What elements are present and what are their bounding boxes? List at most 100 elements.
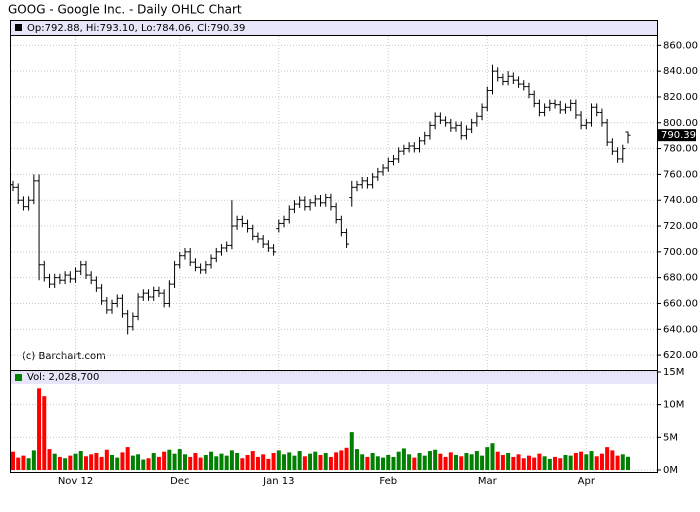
x-tick-label: Nov 12: [58, 476, 93, 487]
volume-bar: [125, 447, 130, 470]
volume-legend: Vol: 2,028,700: [27, 372, 99, 383]
volume-bar: [198, 457, 203, 470]
volume-bar: [365, 456, 370, 470]
volume-bar: [474, 451, 479, 470]
volume-bar: [344, 447, 349, 470]
volume-bar: [417, 453, 422, 470]
x-tick-label: Dec: [170, 476, 189, 487]
y-tick-label: 840.00: [663, 66, 698, 77]
y-tick-label: 640.00: [663, 324, 698, 335]
volume-bar: [130, 455, 135, 470]
last-price-box: [658, 129, 696, 142]
volume-bar: [511, 456, 516, 470]
x-tick-label: Jan 13: [262, 476, 294, 487]
volume-bar: [360, 454, 365, 470]
volume-bar: [167, 449, 172, 470]
x-tick-label: Mar: [478, 476, 498, 487]
volume-bar: [594, 456, 599, 470]
volume-bar: [245, 454, 250, 470]
volume-bar: [224, 455, 229, 470]
volume-bar: [500, 454, 505, 470]
volume-bar: [490, 443, 495, 470]
volume-bar: [386, 454, 391, 470]
volume-bar: [308, 453, 313, 470]
volume-bar: [407, 454, 412, 470]
y-tick-label: 5M: [663, 432, 678, 443]
volume-bar: [146, 458, 151, 470]
volume-bar: [261, 454, 266, 470]
volume-bar: [323, 453, 328, 470]
y-tick-label: 700.00: [663, 247, 698, 258]
volume-bar: [469, 454, 474, 470]
y-tick-label: 0M: [663, 465, 678, 476]
volume-bar: [266, 458, 271, 470]
volume-bar: [495, 451, 500, 470]
volume-bar: [532, 457, 537, 470]
chart-title: GOOG - Google Inc. - Daily OHLC Chart: [8, 3, 242, 17]
y-tick-label: 780.00: [663, 144, 698, 155]
volume-bar: [177, 449, 182, 470]
volume-bar: [610, 450, 615, 470]
volume-bar: [11, 451, 15, 470]
volume-bar: [620, 454, 625, 470]
volume-bar: [47, 449, 52, 470]
volume-bar: [354, 449, 359, 470]
volume-bar: [401, 448, 406, 470]
volume-bar: [31, 450, 36, 470]
volume-bar: [271, 453, 276, 470]
volume-bar: [516, 454, 521, 470]
volume-bar: [99, 456, 104, 470]
volume-bar: [328, 456, 333, 470]
volume-bar: [542, 456, 547, 470]
volume-bar: [104, 449, 109, 470]
volume-bar: [151, 453, 156, 470]
y-tick-label: 760.00: [663, 169, 698, 180]
volume-bar: [526, 455, 531, 470]
volume-bar: [42, 396, 47, 470]
volume-header: [10, 370, 657, 384]
volume-bar: [553, 456, 558, 470]
volume-bar: [21, 455, 26, 470]
volume-bar: [605, 447, 610, 470]
volume-bar: [68, 455, 73, 470]
volume-bar: [443, 456, 448, 470]
price-frame: [10, 20, 658, 371]
volume-bar: [63, 458, 68, 470]
volume-bar: [454, 454, 459, 470]
volume-bar: [282, 454, 287, 470]
volume-bar: [339, 450, 344, 470]
volume-bar: [162, 451, 167, 470]
y-tick-label: 800.00: [663, 118, 698, 129]
volume-bar: [297, 451, 302, 470]
volume-bar: [422, 455, 427, 470]
volume-bar: [584, 454, 589, 470]
volume-bar: [172, 453, 177, 470]
volume-bar: [193, 453, 198, 470]
volume-bar: [235, 453, 240, 470]
volume-bar: [156, 456, 161, 470]
volume-bar: [558, 458, 563, 470]
last-price-label: 790.39: [661, 130, 696, 141]
volume-bar: [52, 453, 57, 470]
volume-bar: [83, 456, 88, 470]
volume-bar: [521, 458, 526, 470]
volume-bar: [26, 458, 31, 470]
volume-bar: [89, 454, 94, 470]
volume-bar: [396, 451, 401, 470]
volume-bar: [349, 432, 354, 470]
volume-bar: [568, 455, 573, 470]
volume-bar: [209, 451, 214, 470]
y-tick-label: 740.00: [663, 195, 698, 206]
volume-bar: [276, 450, 281, 470]
volume-bar: [302, 456, 307, 470]
volume-bar: [427, 451, 432, 470]
volume-bar: [250, 451, 255, 470]
volume-bar: [203, 454, 208, 470]
y-tick-label: 860.00: [663, 40, 698, 51]
volume-bar: [615, 455, 620, 470]
volume-bar: [433, 449, 438, 470]
volume-bar: [78, 451, 83, 470]
volume-bar: [94, 453, 99, 470]
price-header: [10, 20, 657, 35]
